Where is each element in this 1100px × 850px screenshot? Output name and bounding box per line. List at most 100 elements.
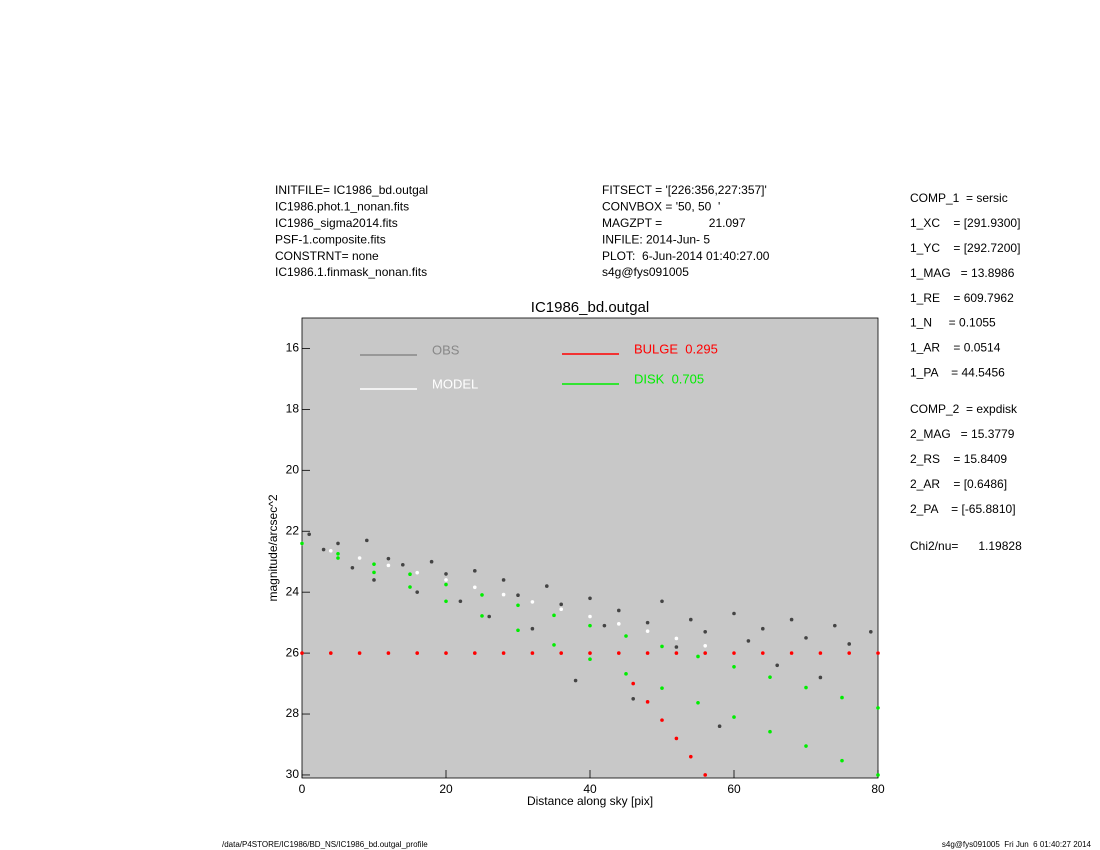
header-text: PLOT: 6-Jun-2014 01:40:27.00 <box>602 249 770 263</box>
point <box>674 736 679 741</box>
point <box>703 773 707 777</box>
y-axis-label: magnitude/arcsec^2 <box>266 494 280 601</box>
header-text: PSF-1.composite.fits <box>275 232 386 246</box>
point <box>357 651 362 655</box>
point <box>732 611 736 616</box>
point <box>386 563 391 568</box>
parameter-text: 1_AR = 0.0514 <box>910 341 1001 355</box>
point <box>559 651 563 655</box>
point <box>717 724 722 729</box>
point <box>645 700 650 704</box>
point <box>624 672 628 676</box>
point <box>336 556 340 560</box>
point <box>444 578 448 582</box>
point <box>588 651 592 655</box>
point <box>617 651 621 655</box>
point <box>660 644 664 649</box>
point <box>789 617 794 622</box>
point <box>480 593 484 597</box>
point <box>703 651 707 655</box>
point <box>789 651 794 655</box>
point <box>415 651 420 655</box>
point <box>588 657 592 661</box>
point <box>401 562 405 567</box>
point <box>458 599 463 604</box>
point <box>300 651 304 655</box>
x-tick-label: 0 <box>299 782 306 796</box>
y-tick-label: 30 <box>286 767 300 781</box>
point <box>444 599 448 604</box>
point <box>645 629 650 633</box>
point <box>516 628 520 633</box>
point <box>617 608 621 613</box>
legend-label: OBS <box>432 342 460 357</box>
legend-label: BULGE 0.295 <box>634 341 718 356</box>
x-tick-label: 80 <box>871 782 885 796</box>
point <box>588 614 592 619</box>
x-tick-label: 20 <box>439 782 453 796</box>
y-tick-label: 20 <box>286 462 300 476</box>
point <box>674 636 679 641</box>
y-tick-label: 24 <box>286 584 300 598</box>
point <box>473 651 477 655</box>
point <box>357 556 362 560</box>
point <box>372 570 376 575</box>
parameter-text: 2_PA = [-65.8810] <box>910 502 1016 516</box>
header-text: CONSTRNT= none <box>275 249 379 263</box>
y-tick-label: 22 <box>286 523 300 537</box>
legend-label: MODEL <box>432 376 478 391</box>
point <box>530 651 535 655</box>
point <box>545 584 549 588</box>
point <box>552 643 556 647</box>
parameter-text: 2_MAG = 15.3779 <box>910 427 1015 441</box>
header-text: INITFILE= IC1986_bd.outgal <box>275 183 428 197</box>
parameter-text: 1_MAG = 13.8986 <box>910 266 1015 280</box>
point <box>372 562 376 566</box>
point <box>501 592 506 597</box>
header-text: MAGZPT = 21.097 <box>602 216 746 230</box>
point <box>530 600 535 604</box>
point <box>674 651 679 655</box>
point <box>804 685 808 690</box>
parameter-text: 1_RE = 609.7962 <box>910 291 1014 305</box>
parameter-text: 1_XC = [291.9300] <box>910 216 1020 230</box>
point <box>660 718 664 722</box>
point <box>876 706 880 710</box>
header-text: CONVBOX = '50, 50 ' <box>602 200 720 214</box>
point <box>631 696 635 701</box>
point <box>775 663 779 668</box>
point <box>530 626 535 631</box>
point <box>444 572 448 576</box>
point <box>336 541 340 546</box>
point <box>696 654 700 659</box>
point <box>429 559 434 564</box>
point <box>645 651 650 655</box>
point <box>501 578 506 582</box>
point <box>804 744 808 748</box>
header-text: FITSECT = '[226:356,227:357]' <box>602 183 767 197</box>
point <box>631 681 635 686</box>
point <box>696 700 700 705</box>
point <box>674 645 679 649</box>
legend-label: DISK 0.705 <box>634 371 704 386</box>
x-tick-label: 40 <box>583 782 597 796</box>
point <box>408 585 412 589</box>
point <box>329 651 333 655</box>
point <box>703 629 707 634</box>
point <box>559 607 563 612</box>
header-text: s4g@fys091005 <box>602 265 689 279</box>
point <box>321 547 326 552</box>
point <box>415 590 420 594</box>
point <box>372 578 376 582</box>
footer-text: s4g@fys091005 Fri Jun 6 01:40:27 2014 <box>942 840 1092 849</box>
y-tick-label: 26 <box>286 645 300 659</box>
header-text: IC1986_sigma2014.fits <box>275 216 398 230</box>
point <box>415 570 420 575</box>
point <box>876 773 880 777</box>
point <box>761 626 765 631</box>
point <box>473 569 477 573</box>
point <box>703 643 707 648</box>
point <box>660 686 664 690</box>
point <box>588 596 592 601</box>
y-tick-label: 16 <box>286 341 300 355</box>
